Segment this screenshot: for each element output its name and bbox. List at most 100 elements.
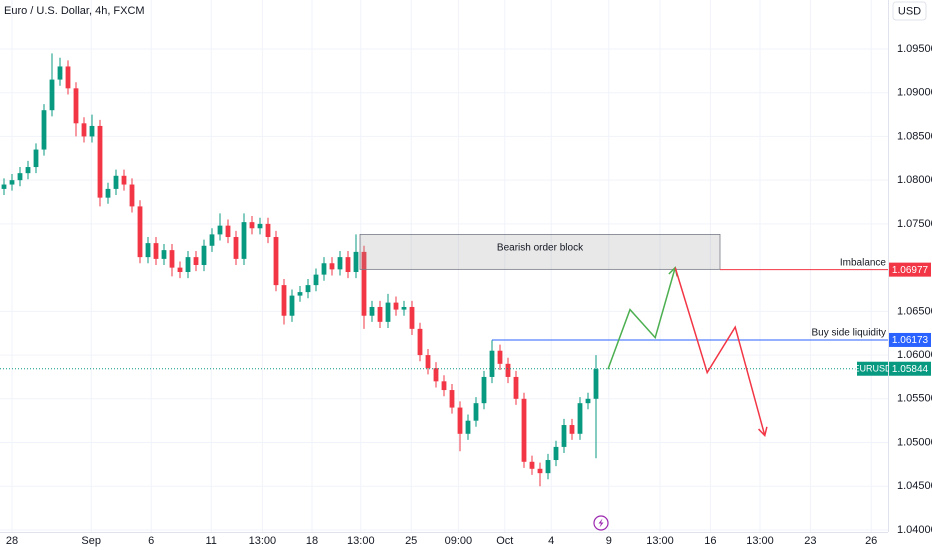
candle-body (81, 123, 87, 137)
marks (1, 53, 599, 487)
price-tag-label: 1.06173 (892, 335, 929, 346)
symbol-tag-label: EURUSD (853, 364, 892, 374)
x-tick-label: Oct (496, 535, 513, 547)
x-tick-label: 26 (865, 535, 877, 547)
candle-body (217, 225, 223, 235)
candle-body (33, 149, 39, 168)
candle-body (177, 267, 183, 272)
candle-body (25, 167, 31, 174)
order-block (359, 233, 721, 270)
x-tick-label: Sep (81, 535, 101, 547)
candle-body (505, 363, 511, 377)
candle-body (65, 66, 71, 89)
projection-path (607, 267, 676, 370)
candle-body (425, 355, 431, 369)
candle-body (457, 407, 463, 434)
y-tick-label: 1.07500 (897, 218, 932, 230)
candle-body (369, 306, 375, 316)
x-tick-label: 9 (606, 535, 612, 547)
candle-body (329, 263, 335, 270)
candle-body (473, 403, 479, 421)
x-tick-label: 13:00 (347, 535, 375, 547)
candle-body (553, 446, 559, 461)
candle-body (233, 237, 239, 259)
price-tag-label: 1.05844 (892, 364, 929, 375)
candle-body (193, 257, 199, 265)
x-tick-label: 09:00 (445, 535, 473, 547)
candle-body (417, 328, 423, 356)
candle-body (257, 223, 263, 229)
currency[interactable]: USD (898, 5, 921, 17)
candle-body (313, 274, 319, 286)
candle-body (273, 237, 279, 286)
x-tick-label: 23 (804, 535, 816, 547)
candle-body (449, 390, 455, 408)
candle-body (129, 184, 135, 207)
candle-body (481, 376, 487, 404)
candle-body (121, 175, 127, 185)
candle-body (377, 306, 383, 322)
candle-body (465, 420, 471, 434)
y-tick-label: 1.04500 (897, 480, 932, 492)
candle-body (73, 88, 79, 124)
price-tag (889, 332, 931, 347)
currency-button[interactable] (892, 1, 927, 21)
y-tick-label: 1.09500 (897, 43, 932, 55)
candle-body (57, 66, 63, 80)
candle-body (169, 250, 175, 268)
order-block-label: Bearish order block (497, 243, 584, 254)
candle-body (545, 460, 551, 474)
candle-body (161, 250, 167, 259)
y-tick-label: 1.09000 (897, 87, 932, 99)
candle-body (409, 306, 415, 329)
x-tick-label: 16 (704, 535, 716, 547)
y-tick-label: 1.08500 (897, 130, 932, 142)
x-tick-label: 13:00 (646, 535, 674, 547)
candle-body (97, 125, 103, 198)
candle-body (241, 222, 247, 259)
candle-body (441, 381, 447, 391)
candle-body (17, 173, 23, 181)
candle-body (537, 468, 543, 474)
candle-body (401, 306, 407, 310)
symbol-tag (857, 361, 888, 376)
candle-body (297, 292, 303, 296)
candle-body (513, 376, 519, 399)
candle-body (361, 251, 367, 316)
price-tag (889, 361, 931, 376)
x-tick-label: 6 (148, 535, 154, 547)
x-tick-label: 13:00 (746, 535, 774, 547)
candle-body (9, 180, 15, 185)
candle-body (569, 425, 575, 434)
candle-body (577, 403, 583, 434)
x-tick-label: 4 (548, 535, 554, 547)
y-tick-label: 1.05000 (897, 436, 932, 448)
grid (0, 0, 888, 532)
candle-body (113, 175, 119, 189)
candle-body (249, 222, 255, 229)
y-tick-label: 1.04000 (897, 524, 932, 536)
candle-body (201, 245, 207, 265)
candle-body (433, 368, 439, 382)
overlay: Bearish order block Imbalance 1.06977 Buy s… (0, 233, 931, 438)
candle-body (353, 251, 359, 272)
event-icon-bolt (598, 518, 604, 528)
candle-body (305, 285, 311, 293)
candle-body (521, 398, 527, 462)
candle-body (137, 206, 143, 258)
x-tick-label: 13:00 (249, 535, 277, 547)
price-tag (889, 262, 931, 277)
candle-body (281, 285, 287, 316)
candle-body (1, 184, 7, 189)
candle-body (497, 350, 503, 364)
candle-body (289, 295, 295, 316)
chart-title: Euro / U.S. Dollar, 4h, FXCM (4, 5, 145, 17)
candle-body (385, 302, 391, 322)
candle-body (321, 263, 327, 275)
x-tick-label: 28 (6, 535, 18, 547)
candle-body (49, 79, 55, 111)
candle-body (89, 125, 95, 137)
y-tick-label: 1.06000 (897, 349, 932, 361)
price-tag-label: 1.06977 (892, 265, 929, 276)
